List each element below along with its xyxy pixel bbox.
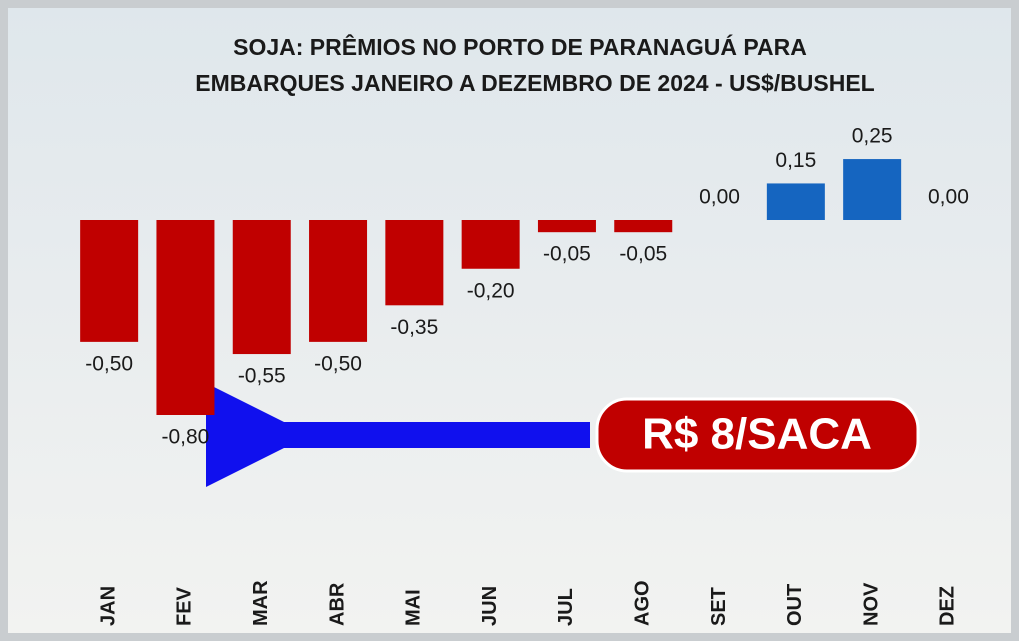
annotation-badge — [595, 397, 920, 473]
bar — [309, 220, 368, 342]
value-label: -0,80 — [162, 426, 210, 449]
x-tick-label: OUT — [784, 584, 806, 626]
bar — [156, 220, 215, 415]
x-tick-label: JUL — [555, 588, 577, 626]
value-label: -0,05 — [619, 243, 667, 266]
x-tick-label: JUN — [479, 586, 501, 626]
x-tick-label: MAR — [250, 580, 272, 626]
bar — [614, 220, 673, 233]
value-label: -0,20 — [467, 279, 515, 302]
value-label: 0,15 — [775, 149, 816, 172]
chart-title: EMBARQUES JANEIRO A DEZEMBRO DE 2024 - U… — [195, 70, 874, 96]
value-label: 0,25 — [852, 125, 893, 148]
bar — [80, 220, 139, 342]
x-tick-label: FEV — [174, 586, 196, 626]
x-tick-label: NOV — [860, 582, 882, 626]
x-tick-label: ABR — [326, 582, 348, 626]
value-label: -0,05 — [543, 243, 591, 266]
value-label: -0,50 — [314, 352, 362, 375]
value-label: -0,55 — [238, 365, 286, 388]
bar — [843, 159, 902, 220]
x-tick-label: AGO — [632, 580, 654, 626]
x-tick-label: MAI — [403, 589, 425, 626]
x-tick-label: DEZ — [937, 586, 959, 626]
value-label: 0,00 — [699, 186, 740, 209]
value-label: -0,50 — [85, 352, 133, 375]
value-label: 0,00 — [928, 186, 969, 209]
bar — [461, 220, 520, 269]
chart-title: SOJA: PRÊMIOS NO PORTO DE PARANAGUÁ PARA — [233, 33, 807, 60]
bar — [766, 183, 825, 220]
bar — [537, 220, 596, 233]
value-label: -0,35 — [390, 316, 438, 339]
bar — [385, 220, 444, 306]
bar — [232, 220, 291, 355]
annotation: R$ 8/SACA — [642, 410, 872, 459]
x-tick-label: SET — [708, 587, 730, 626]
x-tick-label: JAN — [97, 586, 119, 626]
